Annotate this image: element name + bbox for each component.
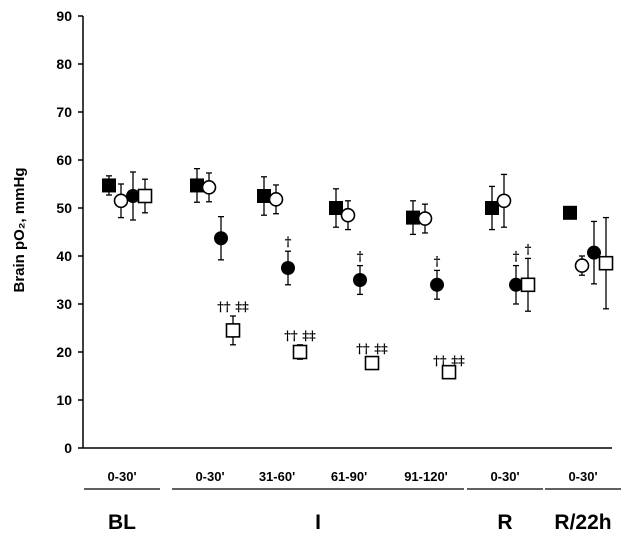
- period-label: 91-120': [404, 469, 448, 484]
- significance-annotation: †: [525, 242, 532, 257]
- data-point-open-square: [225, 323, 241, 338]
- data-point-filled-circle: [430, 277, 444, 292]
- significance-annotation: †† ‡‡: [284, 329, 316, 344]
- data-point-open-circle: [268, 192, 284, 207]
- y-tick-label: 90: [56, 8, 72, 24]
- data-point-filled-square: [406, 210, 420, 225]
- period-label: 0-30': [107, 469, 136, 484]
- data-point-open-square: [598, 255, 614, 271]
- significance-annotation: †: [513, 250, 520, 265]
- y-tick-label: 50: [56, 200, 72, 216]
- data-point-filled-circle: [214, 231, 228, 246]
- data-point-filled-circle: [353, 273, 367, 287]
- group-label: BL: [108, 511, 136, 534]
- data-point-open-circle: [201, 180, 217, 195]
- data-point-filled-square: [563, 205, 577, 220]
- data-point-open-square: [137, 188, 153, 204]
- y-axis-label: Brain pO₂, mmHg: [11, 167, 28, 292]
- y-tick-label: 60: [56, 152, 72, 168]
- y-tick-label: 40: [56, 248, 72, 264]
- data-point-filled-circle: [126, 189, 140, 203]
- data-point-open-square: [520, 277, 536, 293]
- data-point-open-circle: [113, 193, 129, 209]
- group-label: R: [497, 511, 512, 534]
- data-point-open-circle: [340, 207, 356, 223]
- data-point-filled-square: [485, 201, 499, 215]
- significance-annotation: †† ‡‡: [433, 354, 465, 369]
- significance-annotation: †: [357, 250, 364, 265]
- y-tick-label: 20: [56, 344, 72, 360]
- period-label: 61-90': [331, 469, 367, 484]
- significance-annotation: †: [285, 235, 292, 250]
- y-tick-label: 80: [56, 56, 72, 72]
- period-label: 31-60': [259, 469, 295, 484]
- group-label: R/22h: [554, 511, 611, 534]
- data-point-filled-square: [329, 201, 343, 215]
- period-label: 0-30': [195, 469, 224, 484]
- data-point-open-square: [441, 364, 457, 380]
- period-label: 0-30': [490, 469, 519, 484]
- data-point-filled-circle: [509, 277, 523, 292]
- y-tick-label: 0: [64, 440, 72, 456]
- data-point-filled-circle: [587, 245, 601, 260]
- data-point-filled-circle: [281, 261, 295, 275]
- data-point-open-circle: [417, 211, 433, 226]
- data-point-filled-square: [190, 178, 204, 193]
- data-point-open-square: [364, 355, 380, 371]
- significance-annotation: †† ‡‡: [217, 300, 249, 315]
- data-point-open-circle: [496, 193, 512, 209]
- significance-annotation: †† ‡‡: [356, 342, 388, 357]
- group-label: I: [315, 511, 321, 534]
- period-label: 0-30': [568, 469, 597, 484]
- y-tick-label: 70: [56, 104, 72, 120]
- significance-annotation: †: [434, 254, 441, 269]
- data-point-filled-square: [257, 189, 271, 203]
- y-tick-label: 10: [56, 392, 72, 408]
- y-tick-label: 30: [56, 296, 72, 312]
- data-point-open-circle: [574, 258, 590, 273]
- data-point-open-square: [292, 344, 308, 360]
- data-point-filled-square: [102, 178, 116, 193]
